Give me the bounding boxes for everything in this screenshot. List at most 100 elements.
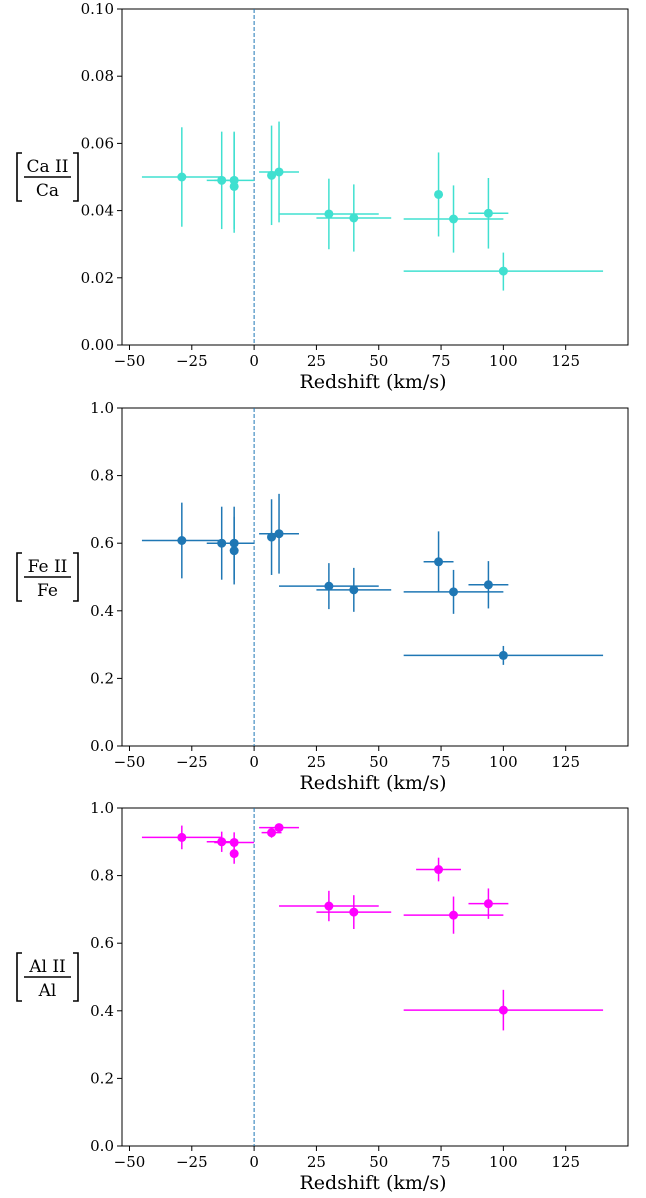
x-tick-label: 125: [551, 352, 580, 370]
data-point: [229, 843, 239, 864]
data-marker: [498, 650, 508, 660]
x-tick-label: 75: [432, 1153, 451, 1171]
data-marker: [229, 837, 239, 847]
x-tick-label: 0: [249, 352, 259, 370]
data-marker: [483, 208, 493, 218]
data-marker: [177, 832, 187, 842]
x-tick-label: 50: [369, 1153, 388, 1171]
data-point: [259, 121, 299, 223]
data-marker: [449, 214, 459, 224]
data-point: [267, 499, 277, 575]
x-tick-label: −25: [176, 1153, 208, 1171]
chart-panel-1: −50 −25 0 25 50 75 100 125 0.00 0.02 0.04 0.06 0.08 0…: [16, 0, 629, 393]
data-marker: [267, 828, 277, 838]
data-marker: [483, 899, 493, 909]
data-point: [403, 185, 504, 253]
y-label-denominator: Al: [38, 981, 57, 1001]
y-tick-label: 0.04: [81, 202, 114, 220]
x-tick-label: 25: [307, 1153, 326, 1171]
data-marker: [324, 581, 334, 591]
data-point: [229, 516, 239, 585]
data-marker: [324, 901, 334, 911]
y-tick-label: 0.0: [90, 737, 114, 755]
data-point: [229, 132, 239, 233]
x-tick-label: 100: [489, 1153, 518, 1171]
data-point: [316, 184, 392, 252]
x-tick-label: 100: [489, 753, 518, 771]
right-bracket: [73, 152, 79, 202]
data-marker: [434, 865, 444, 875]
data-point: [141, 502, 222, 579]
y-tick-label: 0.02: [81, 269, 114, 287]
left-bracket: [16, 952, 22, 1002]
x-tick-label: −50: [114, 1153, 146, 1171]
data-point: [423, 531, 454, 593]
y-tick-label: 0.4: [90, 602, 114, 620]
y-tick-label: 1.0: [90, 399, 114, 417]
data-marker: [483, 580, 493, 590]
data-marker: [229, 546, 239, 556]
x-tick-label: 25: [307, 352, 326, 370]
data-marker: [349, 907, 359, 917]
data-point: [279, 178, 379, 250]
x-tick-label: −50: [114, 753, 146, 771]
y-label-numerator: Al II: [28, 957, 66, 977]
x-tick-label: 50: [369, 352, 388, 370]
data-point: [279, 563, 379, 610]
y-tick-label: 0.6: [90, 934, 114, 952]
data-marker: [274, 823, 284, 833]
data-point: [316, 895, 392, 930]
x-tick-label: 75: [432, 753, 451, 771]
axes-frame: [121, 807, 629, 1147]
x-tick-label: 75: [432, 352, 451, 370]
x-tick-label: 0: [249, 1153, 259, 1171]
axes-frame: [121, 8, 629, 346]
x-tick-label: −25: [176, 352, 208, 370]
data-marker: [349, 585, 359, 595]
left-bracket: [16, 152, 22, 202]
y-label-denominator: Fe: [37, 581, 58, 601]
x-axis-label: Redshift (km/s): [300, 772, 447, 794]
x-tick-label: 0: [249, 753, 259, 771]
x-tick-label: 125: [551, 753, 580, 771]
data-marker: [349, 213, 359, 223]
data-point: [416, 857, 461, 882]
data-point: [261, 827, 282, 838]
left-bracket: [16, 552, 22, 602]
y-label-numerator: Ca II: [27, 157, 69, 177]
data-point: [141, 825, 222, 850]
y-tick-label: 0.10: [81, 0, 114, 18]
data-marker: [449, 910, 459, 920]
y-tick-label: 0.2: [90, 1069, 114, 1087]
x-tick-label: 100: [489, 352, 518, 370]
data-marker: [267, 532, 277, 542]
data-point: [316, 567, 392, 612]
x-tick-label: 125: [551, 1153, 580, 1171]
data-marker: [434, 189, 444, 199]
x-tick-label: −25: [176, 753, 208, 771]
x-tick-label: 50: [369, 753, 388, 771]
y-tick-label: 0.00: [81, 336, 114, 354]
axes-frame: [121, 407, 629, 747]
y-tick-label: 0.06: [81, 134, 114, 152]
y-tick-label: 0.08: [81, 67, 114, 85]
data-marker: [498, 1005, 508, 1015]
chart-panel-3: −50 −25 0 25 50 75 100 125 0.0 0.2 0.4 0.6 0.8 1.0 Red…: [16, 799, 629, 1194]
data-point: [468, 888, 509, 919]
y-tick-label: 1.0: [90, 799, 114, 817]
data-marker: [274, 529, 284, 539]
data-point: [279, 890, 379, 922]
y-tick-label: 0.4: [90, 1002, 114, 1020]
data-point: [403, 896, 504, 934]
data-point: [403, 645, 604, 665]
data-marker: [229, 181, 239, 191]
data-point: [403, 989, 604, 1031]
y-tick-label: 0.0: [90, 1137, 114, 1155]
data-marker: [274, 167, 284, 177]
y-tick-label: 0.6: [90, 534, 114, 552]
data-point: [141, 127, 222, 227]
y-tick-label: 0.8: [90, 467, 114, 485]
data-point: [259, 493, 299, 574]
chart-panel-2: −50 −25 0 25 50 75 100 125 0.0 0.2 0.4 0.6 0.8 1.0 Red…: [16, 399, 629, 794]
